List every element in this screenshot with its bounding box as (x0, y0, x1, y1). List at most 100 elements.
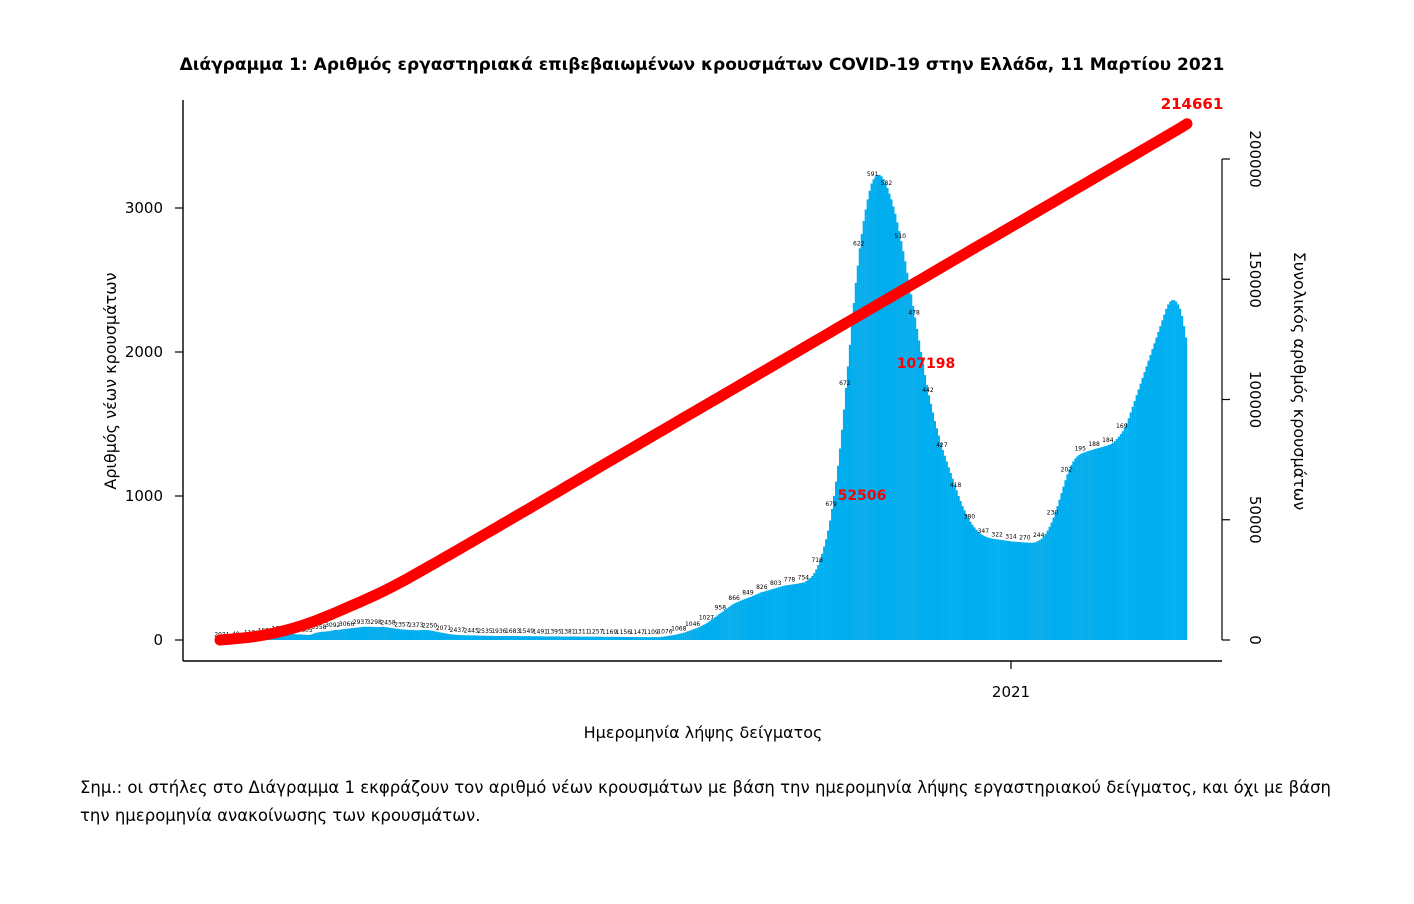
bar (1159, 326, 1162, 640)
bar (1012, 541, 1016, 640)
bar-data-label: 380 (964, 514, 976, 521)
bar (813, 573, 816, 640)
bar (312, 633, 316, 640)
bar (916, 328, 919, 640)
bar (599, 636, 602, 640)
bar-data-label: 1257 (588, 629, 603, 636)
bar (534, 636, 537, 640)
bar (512, 635, 515, 640)
bar (862, 220, 865, 640)
bar (1103, 446, 1107, 640)
bar (500, 635, 503, 640)
bar (419, 629, 422, 640)
bar (395, 628, 399, 640)
bar (492, 635, 496, 640)
bar (643, 637, 646, 640)
bar (633, 636, 636, 640)
bar (967, 518, 970, 640)
bar-data-label: 591 (867, 171, 879, 178)
bar (479, 635, 482, 640)
bar (738, 601, 741, 640)
bar (910, 294, 913, 640)
bar (690, 629, 693, 640)
bar (506, 635, 509, 640)
bar (423, 629, 426, 640)
bar (983, 536, 986, 640)
bar (639, 637, 642, 640)
bar (439, 632, 442, 640)
bar (348, 628, 351, 640)
bar (777, 587, 780, 640)
bar (1014, 541, 1018, 640)
bar-data-label: 169 (1116, 423, 1128, 430)
bar (1125, 423, 1128, 640)
bar (771, 589, 774, 640)
bar (1062, 486, 1065, 640)
bar (437, 632, 440, 640)
bar-data-label: 803 (770, 580, 782, 587)
bar (716, 615, 719, 640)
bar (283, 633, 286, 640)
bar (293, 633, 296, 640)
bar (763, 591, 766, 640)
bar (342, 629, 345, 640)
bar (755, 594, 759, 640)
bar (971, 524, 974, 640)
bar (484, 635, 488, 640)
bar (769, 589, 772, 640)
bar-data-label: 2357 (394, 621, 409, 628)
bar (1131, 406, 1134, 640)
bar (356, 627, 359, 640)
y2-tick-label: 0 (1246, 635, 1264, 645)
y-tick-label: 1000 (125, 487, 163, 505)
bar (659, 637, 662, 640)
bar (324, 631, 327, 640)
bar (431, 630, 434, 640)
bar (429, 630, 432, 640)
bar (488, 635, 492, 640)
bar (872, 179, 875, 640)
bar (1052, 517, 1055, 640)
bar (603, 636, 606, 640)
bar (607, 636, 610, 640)
bar (1020, 542, 1024, 640)
bar (1005, 540, 1008, 640)
bar (730, 605, 733, 640)
bar (597, 636, 600, 640)
bar (1096, 448, 1099, 640)
bar (303, 634, 306, 640)
bar (969, 521, 972, 640)
bar (827, 530, 830, 640)
bar (625, 636, 628, 640)
bar (1009, 541, 1012, 640)
bar-data-label: 1147 (630, 629, 645, 636)
bar (621, 636, 624, 640)
bar (1068, 469, 1071, 640)
bar (340, 629, 343, 640)
bar (399, 629, 403, 640)
bar (413, 630, 416, 640)
bar (1086, 451, 1089, 640)
bar (999, 539, 1002, 640)
bar (732, 604, 735, 640)
cumulative-early-label: 52506 (838, 488, 887, 504)
bar (868, 190, 871, 640)
bar (947, 467, 950, 640)
bar (289, 633, 292, 640)
bar (1129, 412, 1132, 640)
bar (483, 635, 486, 640)
bar (350, 628, 353, 640)
bar (848, 344, 851, 640)
bar-data-label: 418 (950, 482, 962, 489)
bar (1099, 447, 1103, 640)
bar (888, 193, 891, 640)
bar (558, 636, 561, 640)
bar-data-label: 195 (1074, 446, 1086, 453)
bar (1098, 447, 1101, 640)
bar (931, 412, 935, 640)
bar (386, 627, 389, 640)
bar (554, 636, 557, 640)
chart-title: Διάγραμμα 1: Αριθμός εργαστηριακά επιβεβ… (179, 55, 1225, 75)
bar (676, 634, 679, 640)
bar (904, 261, 907, 640)
